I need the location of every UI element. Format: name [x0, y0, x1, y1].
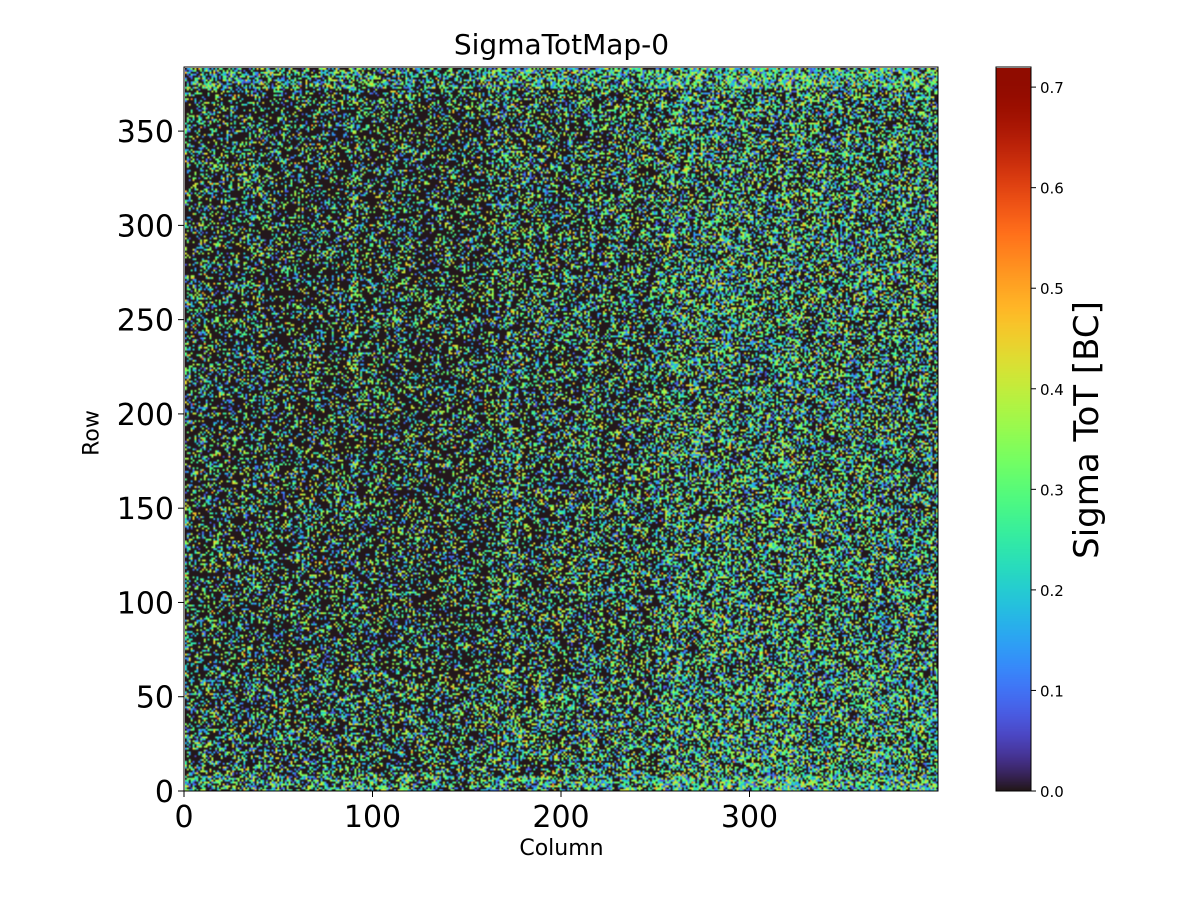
y-tick-label: 100	[117, 586, 174, 621]
colorbar-frame	[995, 66, 1032, 792]
y-axis-label: Row	[79, 410, 105, 456]
y-tick-label: 250	[117, 304, 174, 339]
colorbar-tick-label: 0.6	[1040, 180, 1064, 198]
x-tick-label: 200	[532, 800, 589, 835]
x-tick-label: 300	[721, 800, 778, 835]
x-tick-label: 0	[174, 800, 193, 835]
colorbar-tick-label: 0.0	[1040, 783, 1064, 801]
x-tick-label: 100	[344, 800, 401, 835]
x-axis-label: Column	[519, 836, 604, 861]
y-tick-label: 200	[117, 398, 174, 433]
colorbar-tick-label: 0.4	[1040, 381, 1064, 399]
plot-frame	[183, 66, 939, 792]
y-tick-label: 350	[117, 115, 174, 150]
y-tick-label: 300	[117, 209, 174, 244]
y-tick-label: 0	[155, 775, 174, 810]
colorbar-tick-label: 0.1	[1040, 682, 1064, 700]
colorbar	[996, 68, 1031, 791]
colorbar-tick-label: 0.2	[1040, 582, 1064, 600]
heatmap-image	[185, 68, 938, 791]
y-tick-label: 150	[117, 492, 174, 527]
colorbar-tick-label: 0.7	[1040, 79, 1064, 97]
colorbar-label: Sigma ToT [BC]	[1067, 301, 1107, 559]
chart-title: SigmaTotMap-0	[453, 28, 670, 61]
colorbar-tick-label: 0.3	[1040, 481, 1064, 499]
colorbar-tick-label: 0.5	[1040, 280, 1064, 298]
y-tick-label: 50	[136, 681, 174, 716]
